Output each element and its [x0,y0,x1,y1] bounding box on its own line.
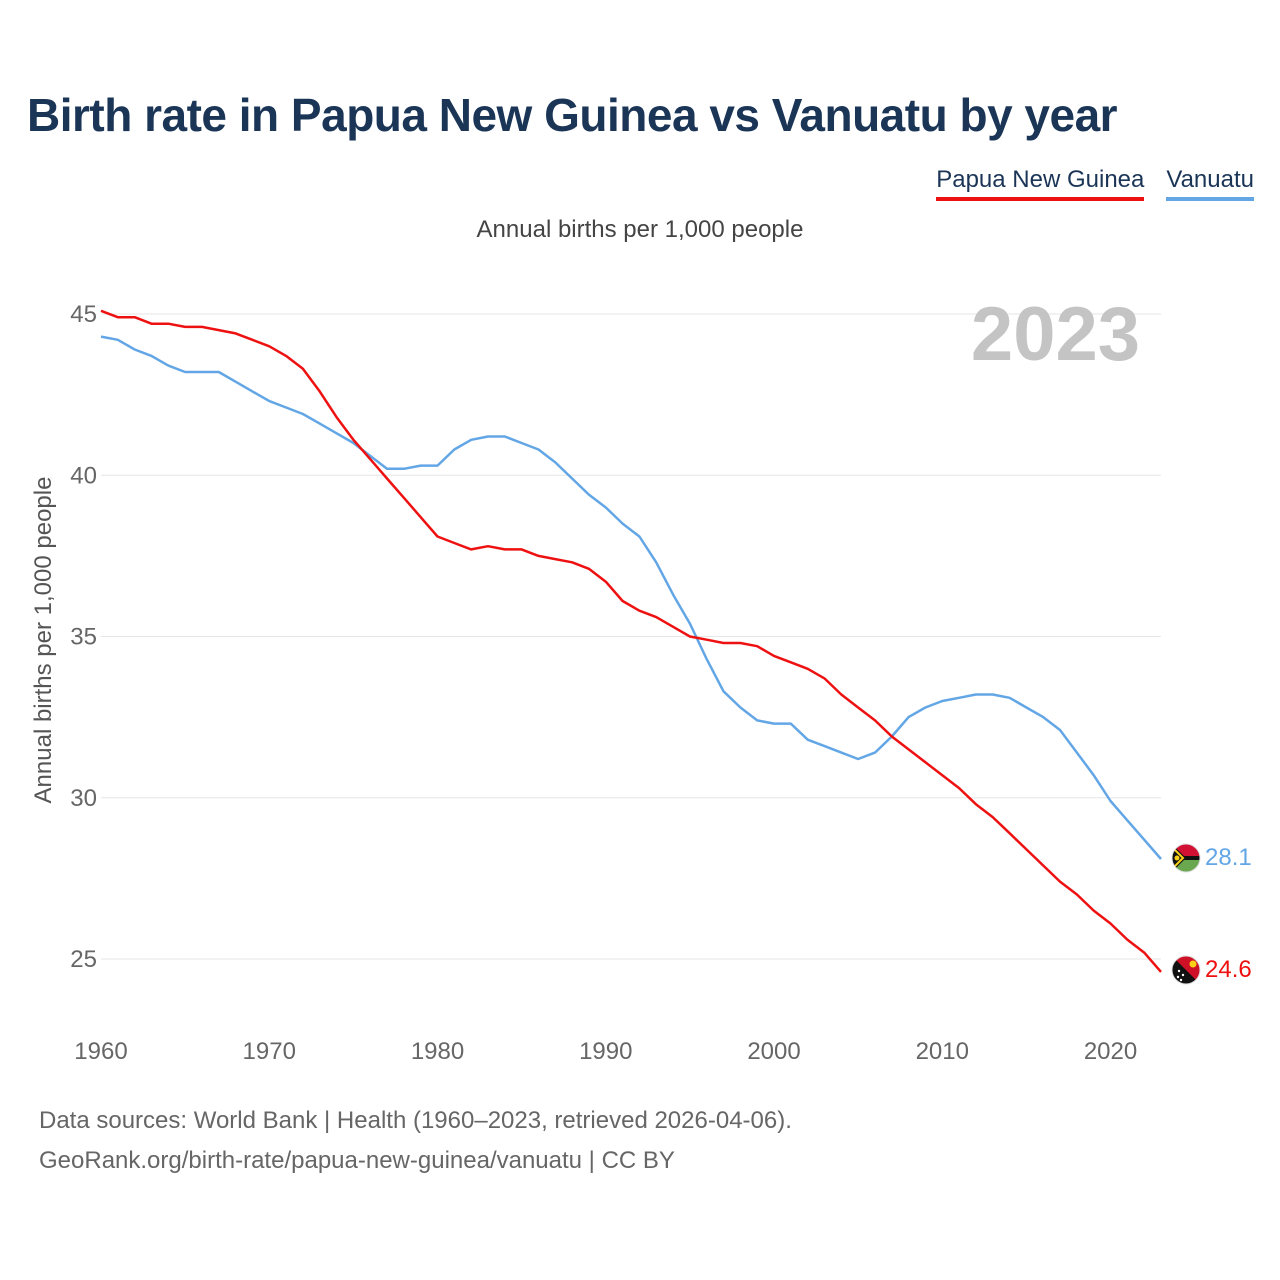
end-label-papua-new-guinea: 24.6 [1205,956,1252,983]
x-tick-label: 2000 [747,1038,800,1065]
y-tick-label: 40 [70,462,97,489]
x-tick-label: 1970 [243,1038,296,1065]
x-tick-label: 1990 [579,1038,632,1065]
y-tick-label: 25 [70,946,97,973]
end-label-vanuatu: 28.1 [1205,844,1252,871]
x-tick-label: 1960 [74,1038,127,1065]
y-tick-label: 35 [70,624,97,651]
series-line-vanuatu[interactable] [100,335,1162,860]
papua-new-guinea-flag-icon [1171,955,1201,985]
x-tick-label: 2010 [916,1038,969,1065]
legend-item-vanuatu[interactable]: Vanuatu [1166,166,1254,201]
chart-subtitle: Annual births per 1,000 people [476,216,804,243]
y-axis-label: Annual births per 1,000 people [30,477,57,804]
series-line-papua-new-guinea[interactable] [100,309,1162,973]
x-tick-label: 2020 [1084,1038,1137,1065]
source-note: Data sources: World Bank | Health (1960–… [39,1107,792,1134]
vanuatu-flag-icon [1171,843,1201,873]
legend-item-papua-new-guinea[interactable]: Papua New Guinea [936,166,1145,201]
y-tick-label: 45 [70,301,97,328]
y-tick-label: 30 [70,785,97,812]
legend: Papua New Guinea Vanuatu [936,166,1254,201]
credit-note: GeoRank.org/birth-rate/papua-new-guinea/… [39,1147,675,1174]
year-badge: 2023 [971,292,1140,377]
chart-title: Birth rate in Papua New Guinea vs Vanuat… [27,89,1118,141]
x-tick-label: 1980 [411,1038,464,1065]
